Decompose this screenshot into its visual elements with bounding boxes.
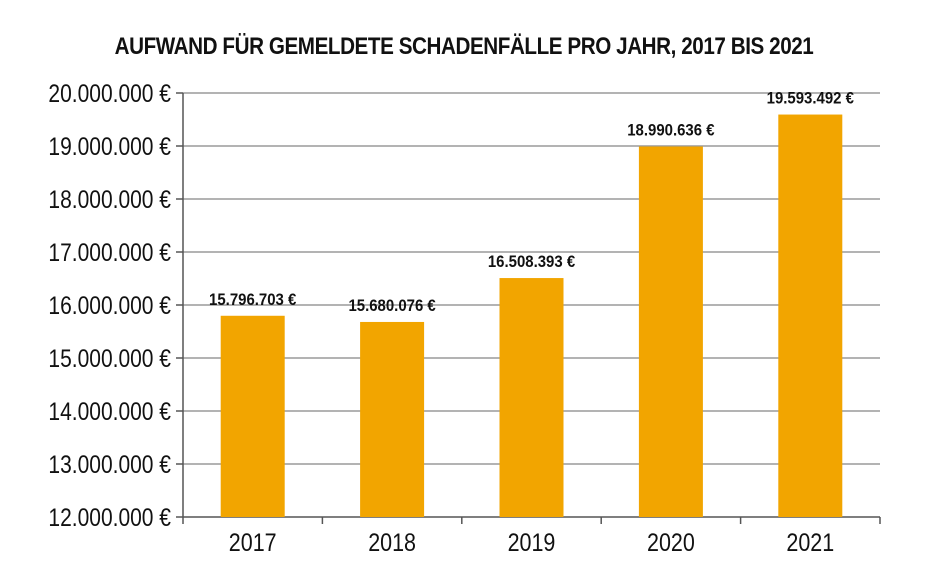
y-tick-label: 17.000.000 € <box>48 238 171 266</box>
y-tick-label: 12.000.000 € <box>48 503 171 531</box>
bar-2017 <box>220 315 285 517</box>
bar-2018 <box>360 321 425 517</box>
x-tick-label-2017: 2017 <box>229 528 277 556</box>
x-tick-label-2020: 2020 <box>647 528 695 556</box>
y-tick-label: 20.000.000 € <box>48 79 171 107</box>
x-tick-label-2021: 2021 <box>786 528 834 556</box>
bar-2020 <box>638 146 703 518</box>
bar-2019 <box>499 278 564 517</box>
value-label-2018: 15.680.076 € <box>348 297 435 315</box>
y-tick-label: 16.000.000 € <box>48 291 171 319</box>
value-label-2020: 18.990.636 € <box>627 122 714 140</box>
y-tick-label: 14.000.000 € <box>48 397 171 425</box>
y-tick-label: 13.000.000 € <box>48 450 171 478</box>
bar-2021 <box>778 114 843 517</box>
value-label-2021: 19.593.492 € <box>767 90 854 108</box>
value-label-2017: 15.796.703 € <box>209 291 296 309</box>
value-label-2019: 16.508.393 € <box>488 253 575 271</box>
chart-title: AUFWAND FÜR GEMELDETE SCHADENFÄLLE PRO J… <box>114 33 814 60</box>
x-tick-label-2019: 2019 <box>508 528 556 556</box>
x-tick-label-2018: 2018 <box>368 528 416 556</box>
y-tick-label: 19.000.000 € <box>48 132 171 160</box>
y-tick-label: 15.000.000 € <box>48 344 171 372</box>
y-tick-label: 18.000.000 € <box>48 185 171 213</box>
